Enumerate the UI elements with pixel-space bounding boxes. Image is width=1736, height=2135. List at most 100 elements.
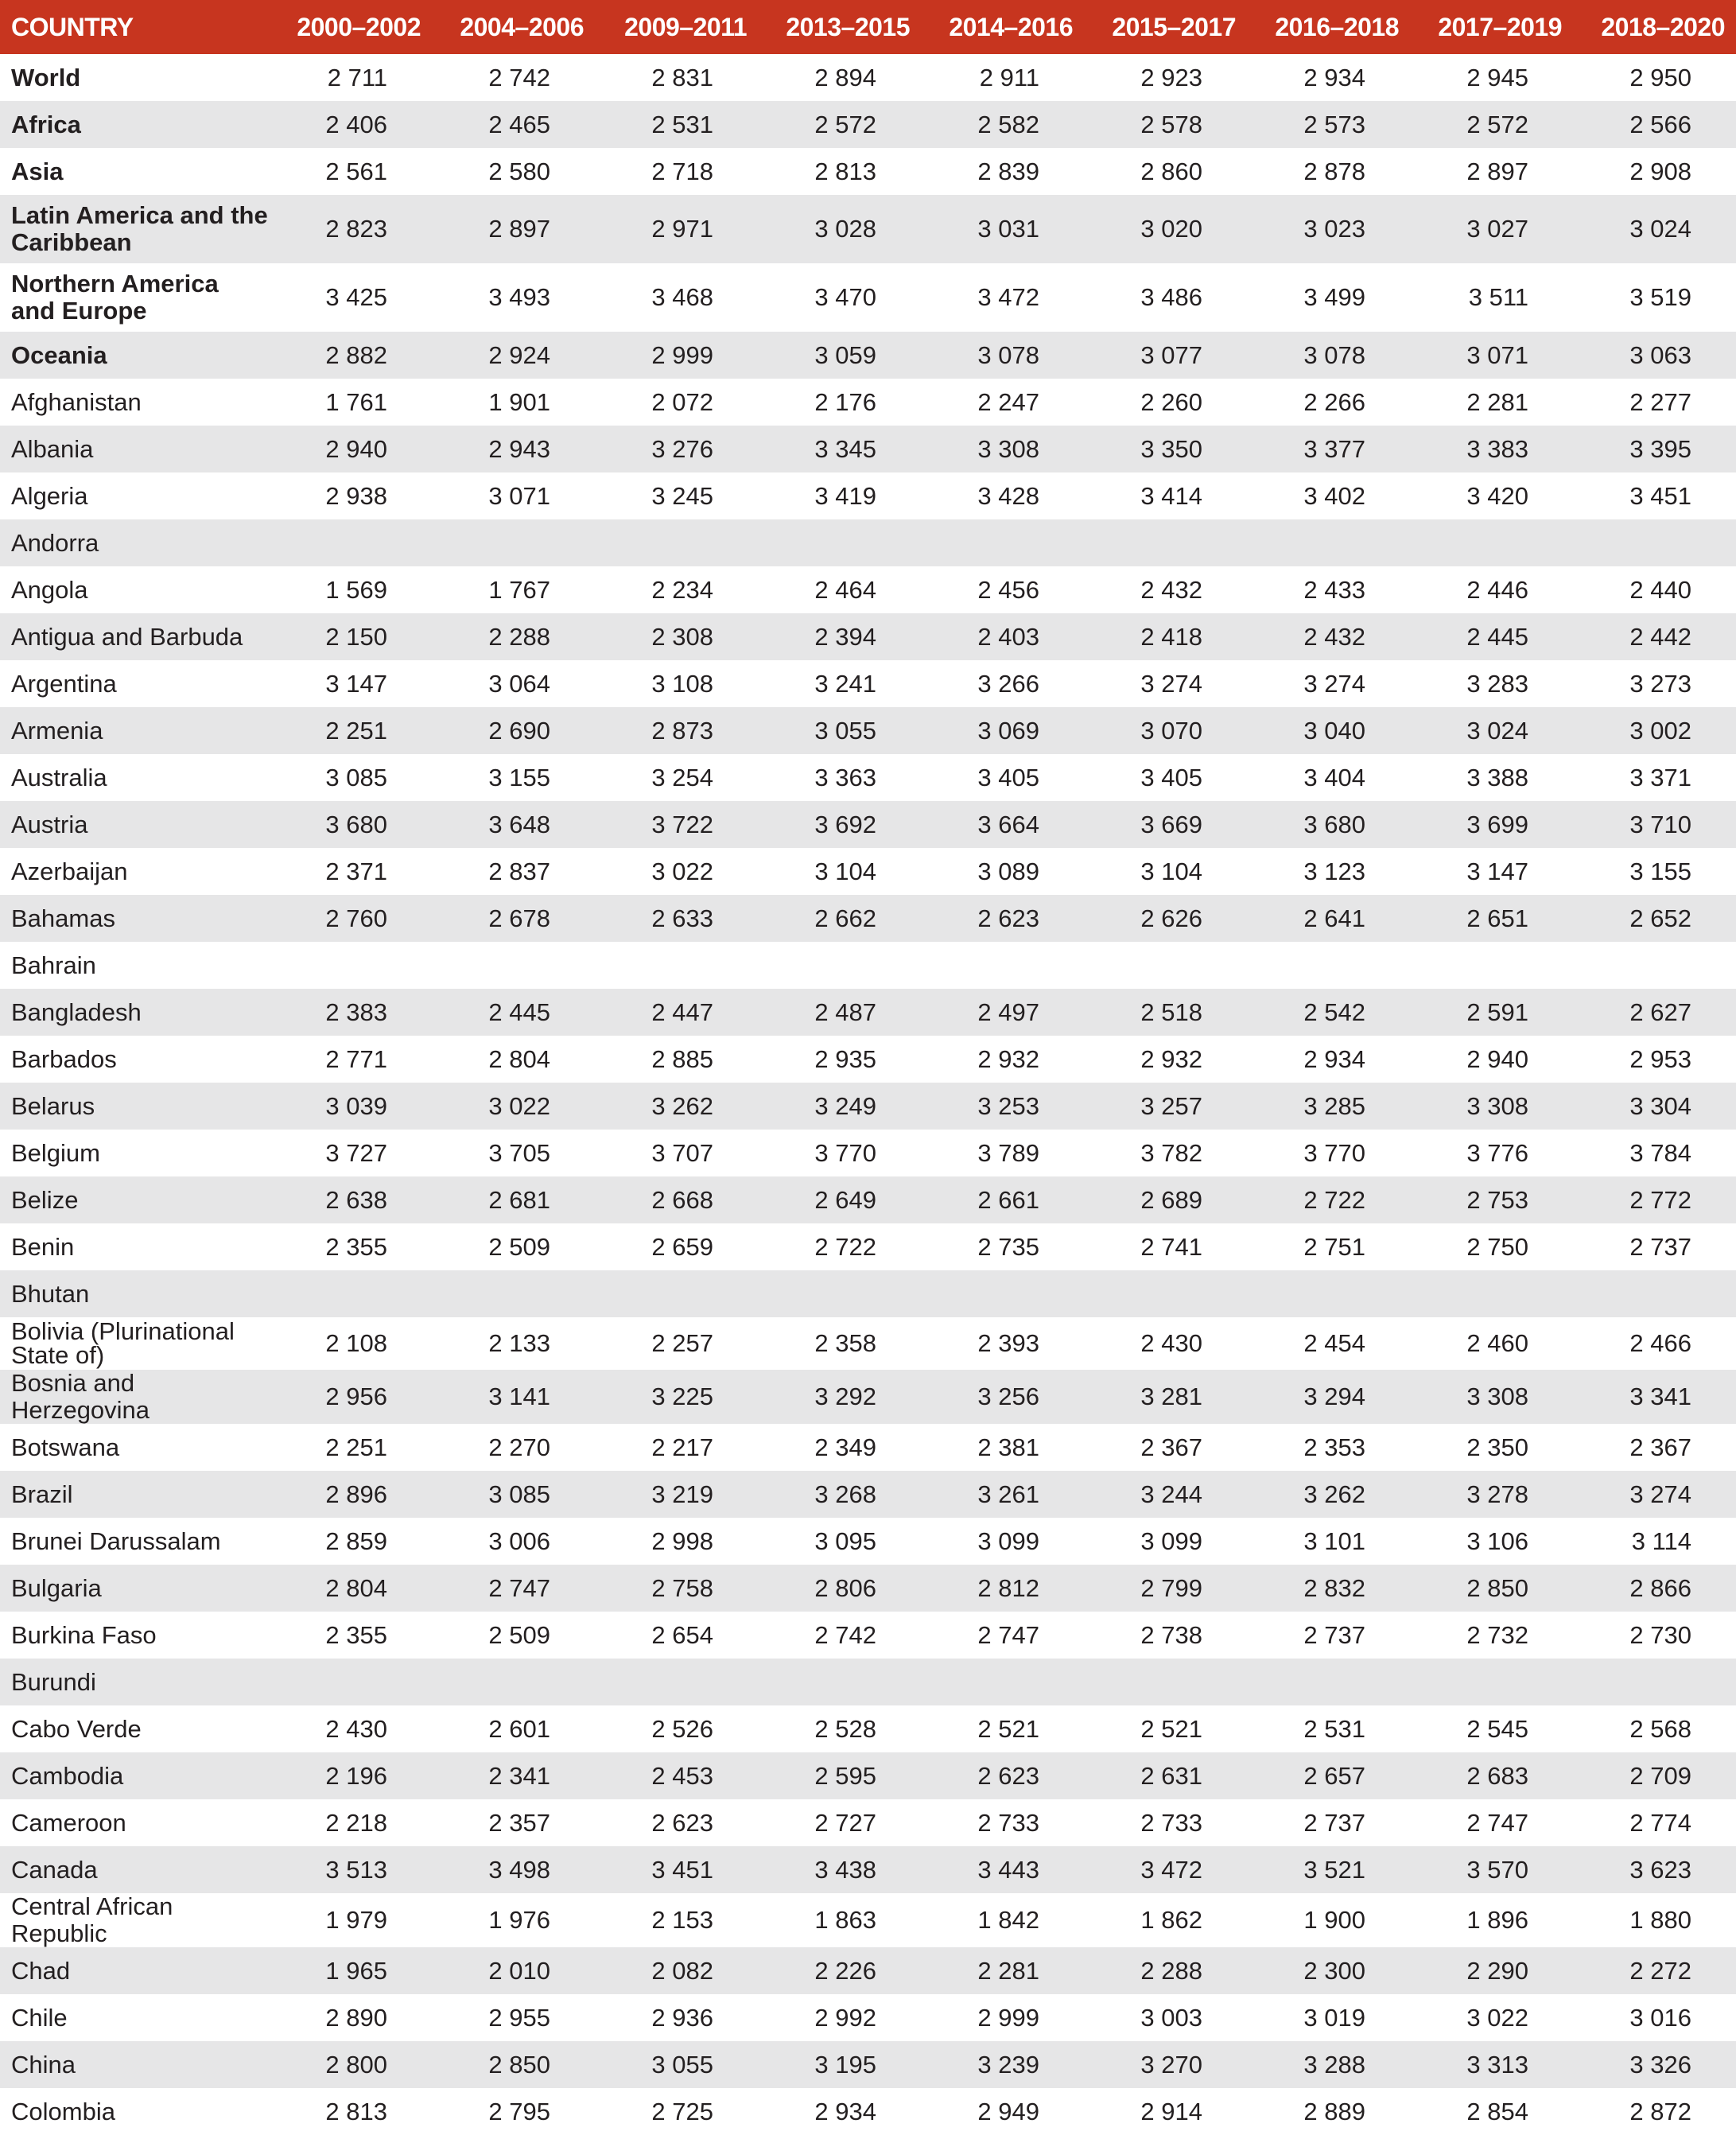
country-cell: Benin (11, 1232, 75, 1261)
value-cell: 3 341 (1629, 1382, 1691, 1410)
value-cell: 2 270 (488, 1433, 550, 1461)
country-cell: Australia (11, 763, 107, 791)
column-header-country: COUNTRY (11, 12, 134, 41)
value-cell: 3 071 (488, 481, 550, 510)
value-cell (269, 1270, 432, 1317)
value-cell: 3 377 (1303, 434, 1365, 463)
country-cell: World (11, 63, 81, 91)
value-cell: 1 979 (325, 1906, 387, 1934)
value-cell: 3 281 (1140, 1382, 1202, 1410)
country-cell: Burundi (11, 1667, 96, 1696)
value-cell: 3 040 (1303, 716, 1365, 745)
value-cell: 2 226 (814, 1956, 876, 1985)
value-cell: 3 438 (814, 1855, 876, 1884)
value-cell: 3 055 (814, 716, 876, 745)
value-cell: 2 872 (1629, 2097, 1691, 2125)
value-cell: 3 680 (1303, 810, 1365, 838)
value-cell: 3 363 (814, 763, 876, 791)
value-cell: 3 155 (1629, 857, 1691, 885)
country-cell: Afghanistan (11, 387, 142, 416)
value-cell: 2 542 (1303, 998, 1365, 1026)
value-cell: 3 776 (1466, 1138, 1528, 1167)
table-row: Burundi (0, 1659, 1736, 1705)
value-cell: 3 308 (1466, 1382, 1528, 1410)
table-row: Chad 1 965 2 010 2 082 2 226 2 281 2 288 2 300 2… (0, 1947, 1736, 1994)
value-cell: 2 217 (651, 1433, 713, 1461)
value-cell: 2 353 (1303, 1433, 1365, 1461)
value-cell: 2 433 (1303, 575, 1365, 604)
value-cell: 3 304 (1629, 1091, 1691, 1120)
value-cell: 2 531 (651, 110, 713, 138)
table-row: Antigua and Barbuda 2 150 2 288 2 308 2 394 2… (0, 613, 1736, 660)
value-cell: 1 900 (1303, 1906, 1365, 1934)
value-cell: 2 774 (1629, 1808, 1691, 1837)
value-cell: 2 683 (1466, 1761, 1528, 1790)
value-cell: 2 889 (1303, 2097, 1365, 2125)
value-cell: 2 911 (979, 63, 1039, 91)
value-cell: 2 010 (488, 1956, 550, 1985)
value-cell (758, 519, 921, 566)
country-cell: Bulgaria (11, 1573, 102, 1602)
value-cell: 1 842 (977, 1906, 1039, 1934)
table-row: Botswana 2 251 2 270 2 217 2 349 2 381 2 367 2 … (0, 1424, 1736, 1471)
value-cell: 2 350 (1466, 1433, 1528, 1461)
value-cell: 1 880 (1629, 1906, 1691, 1934)
value-cell: 2 531 (1303, 1714, 1365, 1743)
value-cell: 3 276 (651, 434, 713, 463)
value-cell: 2 631 (1140, 1761, 1202, 1790)
value-cell: 3 472 (977, 283, 1039, 311)
value-cell: 2 573 (1303, 110, 1365, 138)
table-row: Algeria 2 938 3 071 3 245 3 419 3 428 3 414 3 4… (0, 472, 1736, 519)
value-cell: 1 965 (325, 1956, 387, 1985)
country-cell: Bangladesh (11, 998, 142, 1026)
value-cell: 3 519 (1629, 283, 1691, 311)
value-cell (758, 1270, 921, 1317)
value-cell: 2 257 (651, 1329, 713, 1357)
value-cell: 2 545 (1466, 1714, 1528, 1743)
value-cell: 2 709 (1629, 1761, 1691, 1790)
value-cell: 3 692 (814, 810, 876, 838)
value-cell: 2 281 (977, 1956, 1039, 1985)
value-cell: 2 651 (1466, 904, 1528, 932)
value-cell: 3 147 (325, 669, 387, 698)
value-cell: 1 862 (1140, 1906, 1202, 1934)
value-cell: 3 027 (1466, 215, 1528, 243)
value-cell: 2 741 (1140, 1232, 1202, 1261)
value-cell: 3 499 (1303, 283, 1365, 311)
column-header-period: 2004–2006 (460, 12, 584, 41)
value-cell: 2 591 (1466, 998, 1528, 1026)
value-cell: 2 447 (651, 998, 713, 1026)
value-cell (1247, 1659, 1410, 1705)
value-cell: 2 568 (1629, 1714, 1691, 1743)
value-cell: 2 662 (814, 904, 876, 932)
value-cell: 3 022 (651, 857, 713, 885)
value-cell: 2 521 (1140, 1714, 1202, 1743)
value-cell: 2 355 (325, 1232, 387, 1261)
value-cell: 3 031 (977, 215, 1039, 243)
value-cell: 3 106 (1466, 1526, 1528, 1555)
table-row: Cameroon 2 218 2 357 2 623 2 727 2 733 2 733 2 … (0, 1799, 1736, 1846)
column-header-period: 2017–2019 (1438, 12, 1562, 41)
value-cell: 2 897 (1466, 157, 1528, 185)
country-cell: Africa (11, 110, 81, 138)
country-cell: Belarus (11, 1091, 95, 1120)
value-cell: 2 381 (977, 1433, 1039, 1461)
value-cell: 3 155 (488, 763, 550, 791)
table-row: Azerbaijan 2 371 2 837 3 022 3 104 3 089 3 104… (0, 848, 1736, 895)
value-cell (432, 519, 595, 566)
value-cell: 2 251 (325, 1433, 387, 1461)
value-cell: 3 414 (1140, 481, 1202, 510)
value-cell: 2 732 (1466, 1620, 1528, 1649)
value-cell: 2 882 (325, 340, 387, 369)
value-cell: 2 908 (1629, 157, 1691, 185)
value-cell: 3 225 (651, 1382, 713, 1410)
value-cell: 2 799 (1140, 1573, 1202, 1602)
value-cell: 2 950 (1629, 63, 1691, 91)
value-cell: 2 357 (488, 1808, 550, 1837)
value-cell: 3 095 (814, 1526, 876, 1555)
value-cell: 3 699 (1466, 810, 1528, 838)
value-cell: 2 771 (325, 1044, 387, 1073)
value-cell (1410, 1270, 1573, 1317)
table-row: Bangladesh 2 383 2 445 2 447 2 487 2 497 2 518… (0, 989, 1736, 1036)
value-cell: 3 261 (977, 1480, 1039, 1508)
